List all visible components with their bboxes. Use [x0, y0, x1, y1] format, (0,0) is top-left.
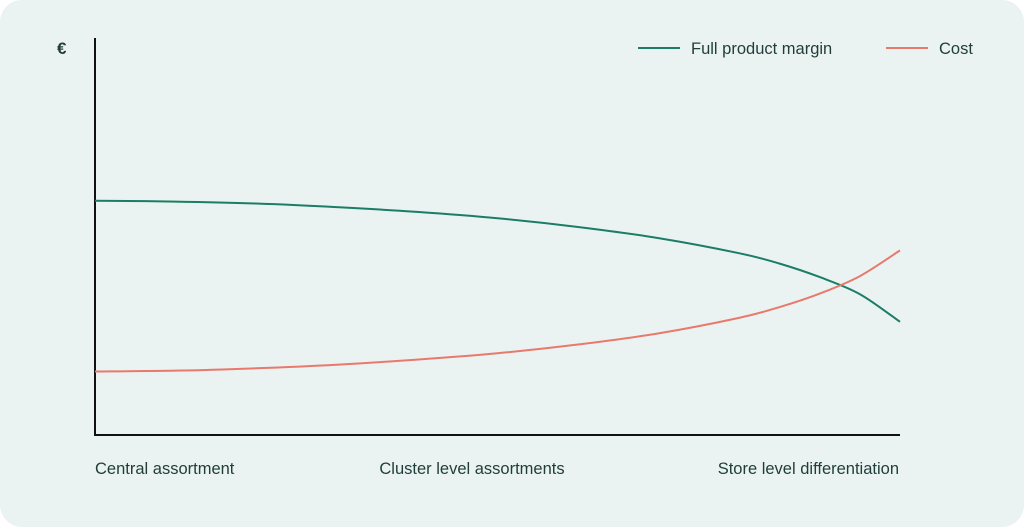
- legend-label-cost: Cost: [939, 40, 973, 58]
- series-layer: [94, 199, 901, 373]
- legend-label-margin: Full product margin: [691, 40, 832, 58]
- series-line-cost: [94, 249, 901, 373]
- x-tick-label-store: Store level differentiation: [718, 460, 899, 478]
- series-line-full-product-margin: [94, 199, 901, 323]
- y-axis-label: €: [57, 39, 67, 58]
- legend: Full product margin Cost: [638, 40, 973, 58]
- x-tick-label-cluster: Cluster level assortments: [379, 460, 564, 478]
- x-tick-label-central: Central assortment: [95, 460, 235, 478]
